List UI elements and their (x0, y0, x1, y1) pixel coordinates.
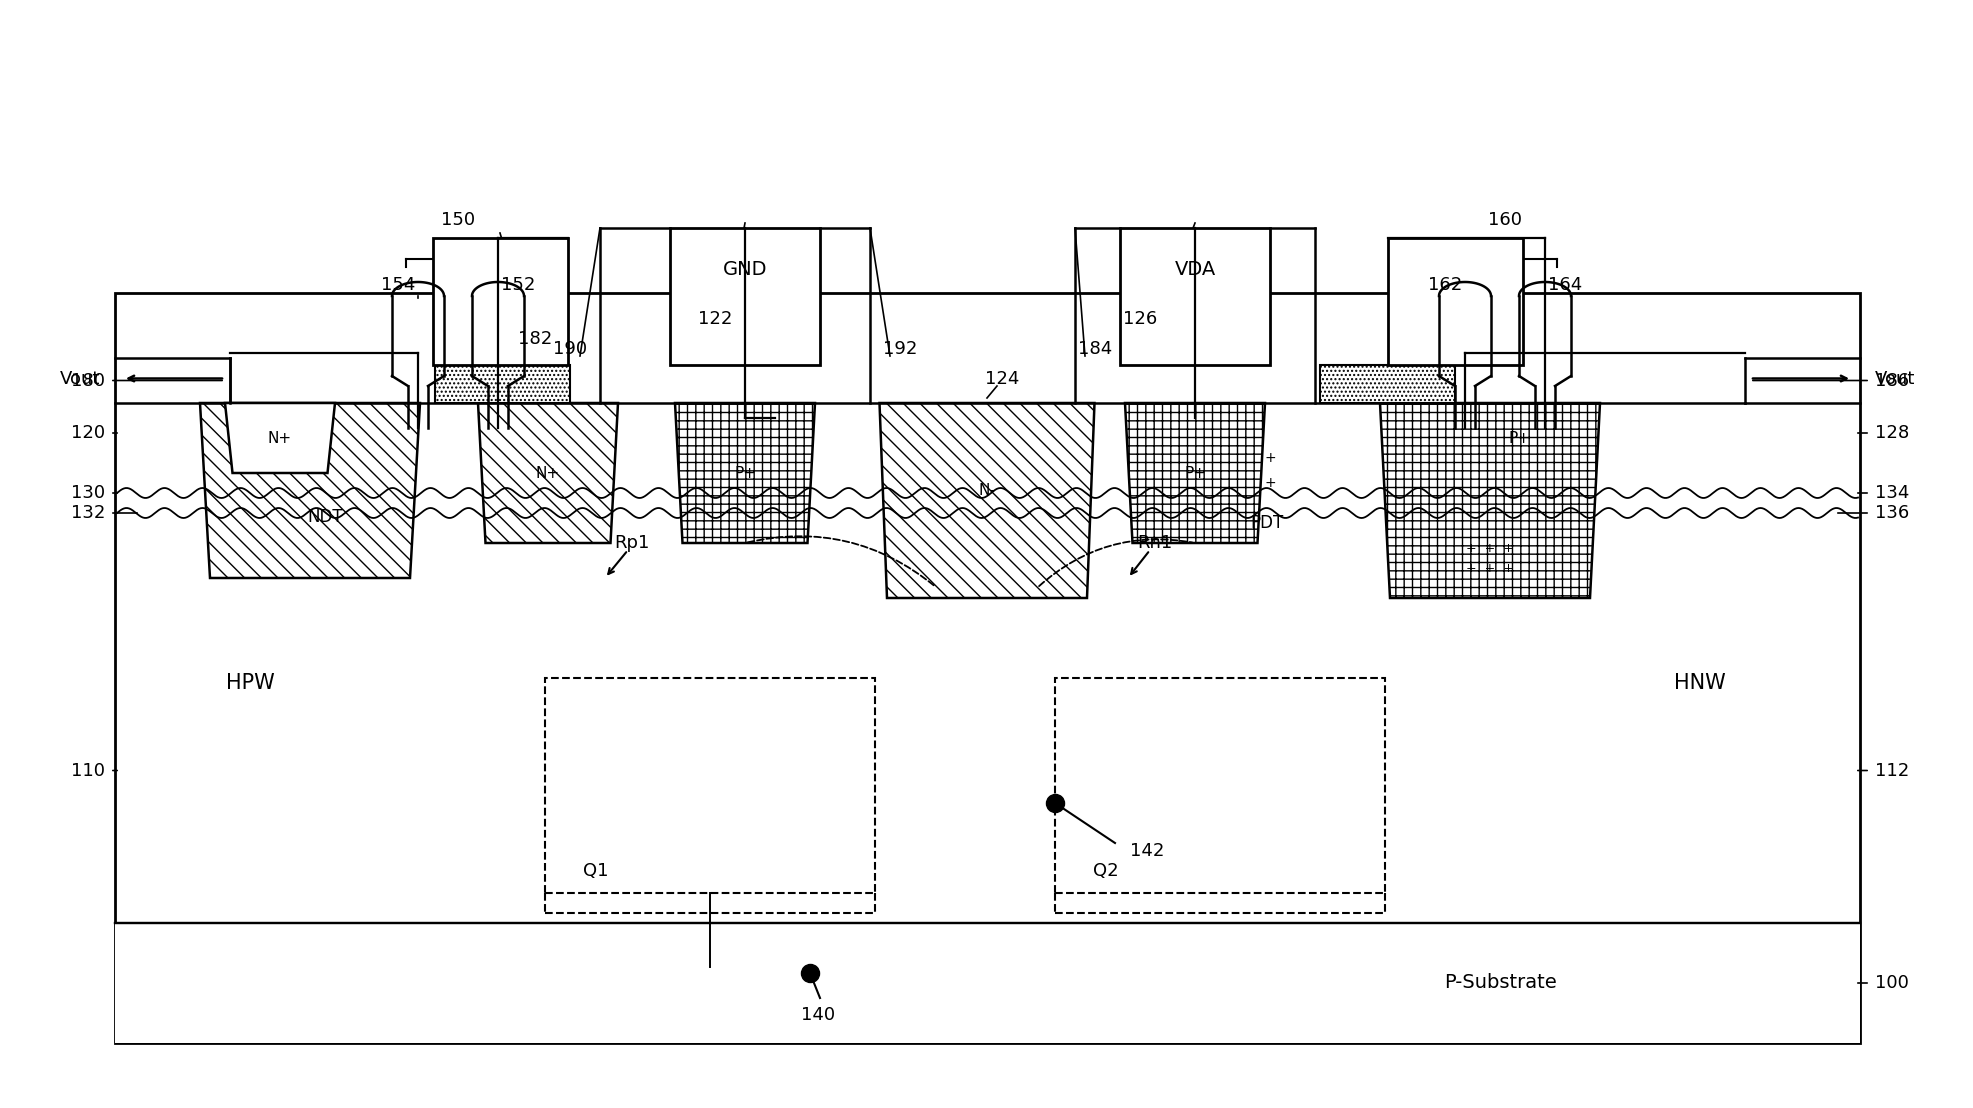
Text: 150: 150 (440, 211, 475, 229)
Text: 162: 162 (1426, 276, 1462, 294)
Text: 164: 164 (1547, 276, 1580, 294)
Text: P+: P+ (1507, 431, 1531, 445)
Text: Vout: Vout (1874, 369, 1914, 388)
Text: P+: P+ (734, 465, 756, 481)
Text: 128: 128 (1874, 424, 1908, 442)
Text: 136: 136 (1874, 504, 1908, 522)
Text: HNW: HNW (1673, 673, 1724, 692)
Polygon shape (1125, 403, 1265, 543)
Text: P+: P+ (1184, 465, 1206, 481)
Text: Vout: Vout (59, 369, 101, 388)
Text: 182: 182 (517, 330, 552, 348)
Text: P-Substrate: P-Substrate (1442, 974, 1555, 993)
Bar (1054, 678, 1385, 893)
Polygon shape (880, 403, 1093, 598)
Text: 186: 186 (1874, 371, 1908, 390)
Text: PDT: PDT (1249, 514, 1282, 532)
Text: Rn1: Rn1 (1136, 534, 1172, 552)
Text: 112: 112 (1874, 761, 1908, 780)
Text: Q2: Q2 (1093, 862, 1119, 880)
Text: 184: 184 (1077, 340, 1111, 358)
Text: +  +  +: + + + (1466, 562, 1513, 575)
Text: 134: 134 (1874, 484, 1908, 502)
Polygon shape (199, 403, 420, 578)
Text: 152: 152 (501, 276, 535, 294)
Text: VDA: VDA (1174, 260, 1215, 279)
Text: N+: N+ (268, 431, 292, 445)
Text: Q1: Q1 (582, 862, 608, 880)
Text: 180: 180 (71, 371, 105, 390)
Bar (434, 365, 570, 403)
Bar (114, 923, 1859, 1043)
Text: 130: 130 (71, 484, 105, 502)
Text: GND: GND (722, 260, 767, 279)
Text: 126: 126 (1123, 310, 1156, 328)
Bar (1119, 228, 1269, 365)
Polygon shape (675, 403, 815, 543)
Text: 100: 100 (1874, 974, 1908, 992)
Bar (1320, 365, 1454, 403)
Text: 192: 192 (882, 340, 917, 358)
Text: 160: 160 (1488, 211, 1521, 229)
Text: HPW: HPW (225, 673, 274, 692)
Text: 132: 132 (71, 504, 105, 522)
Text: +: + (1263, 451, 1275, 465)
Bar (114, 293, 1859, 1043)
Text: 142: 142 (1129, 842, 1164, 860)
Text: 124: 124 (985, 370, 1018, 388)
Text: 110: 110 (71, 761, 105, 780)
Polygon shape (477, 403, 618, 543)
Polygon shape (225, 403, 335, 473)
Text: Rp1: Rp1 (614, 534, 649, 552)
Text: N+: N+ (535, 465, 560, 481)
Text: 122: 122 (698, 310, 732, 328)
Text: N-: N- (979, 483, 994, 497)
Polygon shape (1379, 403, 1600, 598)
Text: 154: 154 (381, 276, 414, 294)
Bar (1387, 238, 1521, 365)
Text: 140: 140 (801, 1006, 835, 1024)
Text: 190: 190 (552, 340, 586, 358)
Text: 120: 120 (71, 424, 105, 442)
Text: NDT: NDT (308, 507, 343, 526)
Bar (669, 228, 819, 365)
Bar (432, 238, 566, 365)
Bar (545, 678, 874, 893)
Text: +  +  +: + + + (1466, 542, 1513, 554)
Text: +: + (1263, 476, 1275, 490)
